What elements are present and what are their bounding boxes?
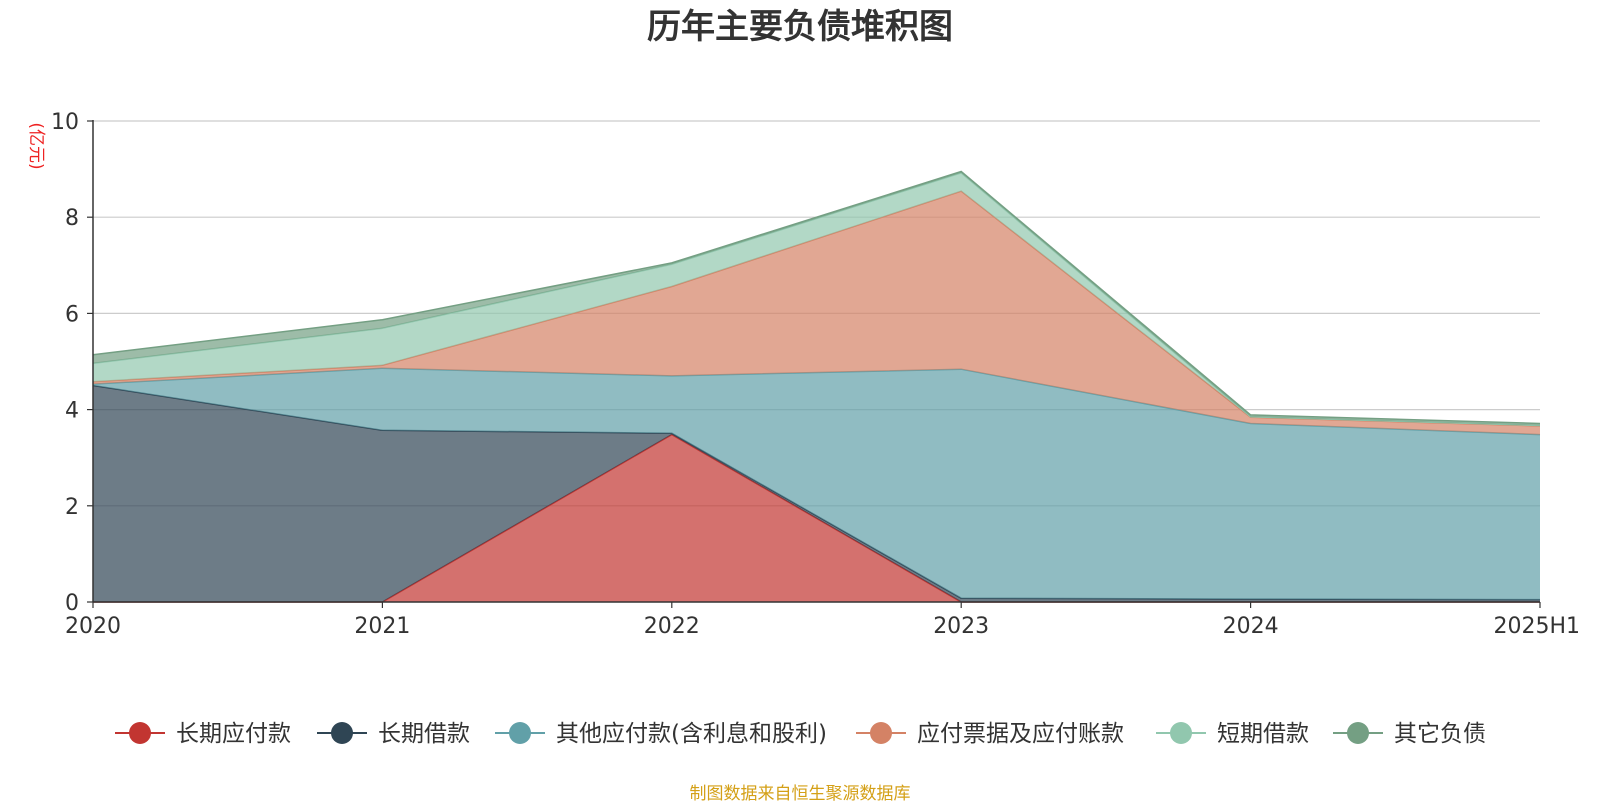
line-5: [92, 170, 1541, 425]
y-tick-label: 2: [65, 495, 79, 520]
y-tick-label: 4: [65, 399, 79, 424]
legend-label: 长期应付款: [176, 721, 291, 747]
legend-marker: [331, 722, 353, 744]
x-tick-label: 2025H1: [1493, 614, 1580, 639]
area-4: [93, 172, 1540, 426]
x-tick-label: 2021: [354, 614, 410, 639]
legend-label: 其它负债: [1394, 721, 1486, 747]
legend-label: 应付票据及应付账款: [917, 721, 1124, 747]
area-series: [92, 170, 1541, 603]
legend-marker: [870, 722, 892, 744]
area-2: [93, 368, 1540, 600]
x-tick-label: 2020: [65, 614, 121, 639]
y-tick-label: 0: [65, 591, 79, 616]
axes: 0 2 4 6 8 10 2020 2021 2022 2023 2024 2025H1: [51, 110, 1580, 639]
legend-label: 其他应付款(含利息和股利): [556, 721, 827, 747]
legend: 长期应付款 长期借款 其他应付款(含利息和股利) 应付票据及应付账款 短期借款 其它负债: [115, 721, 1486, 747]
x-tick-label: 2024: [1223, 614, 1279, 639]
legend-label: 短期借款: [1217, 721, 1309, 747]
legend-marker: [129, 722, 151, 744]
y-axis-unit-label: (亿元): [26, 122, 46, 169]
x-tick-label: 2023: [933, 614, 989, 639]
area-3: [93, 191, 1540, 435]
x-tick-label: 2022: [644, 614, 700, 639]
legend-label: 长期借款: [378, 721, 470, 747]
line-4: [92, 172, 1541, 427]
y-tick-label: 10: [51, 110, 79, 135]
y-tick-label: 6: [65, 302, 79, 327]
data-source-note: 制图数据来自恒生聚源数据库: [689, 784, 911, 804]
area-1: [93, 385, 1540, 602]
legend-marker: [1170, 722, 1192, 744]
chart-title: 历年主要负债堆积图: [647, 7, 953, 47]
legend-marker: [509, 722, 531, 744]
legend-marker: [1347, 722, 1369, 744]
y-tick-label: 8: [65, 206, 79, 231]
